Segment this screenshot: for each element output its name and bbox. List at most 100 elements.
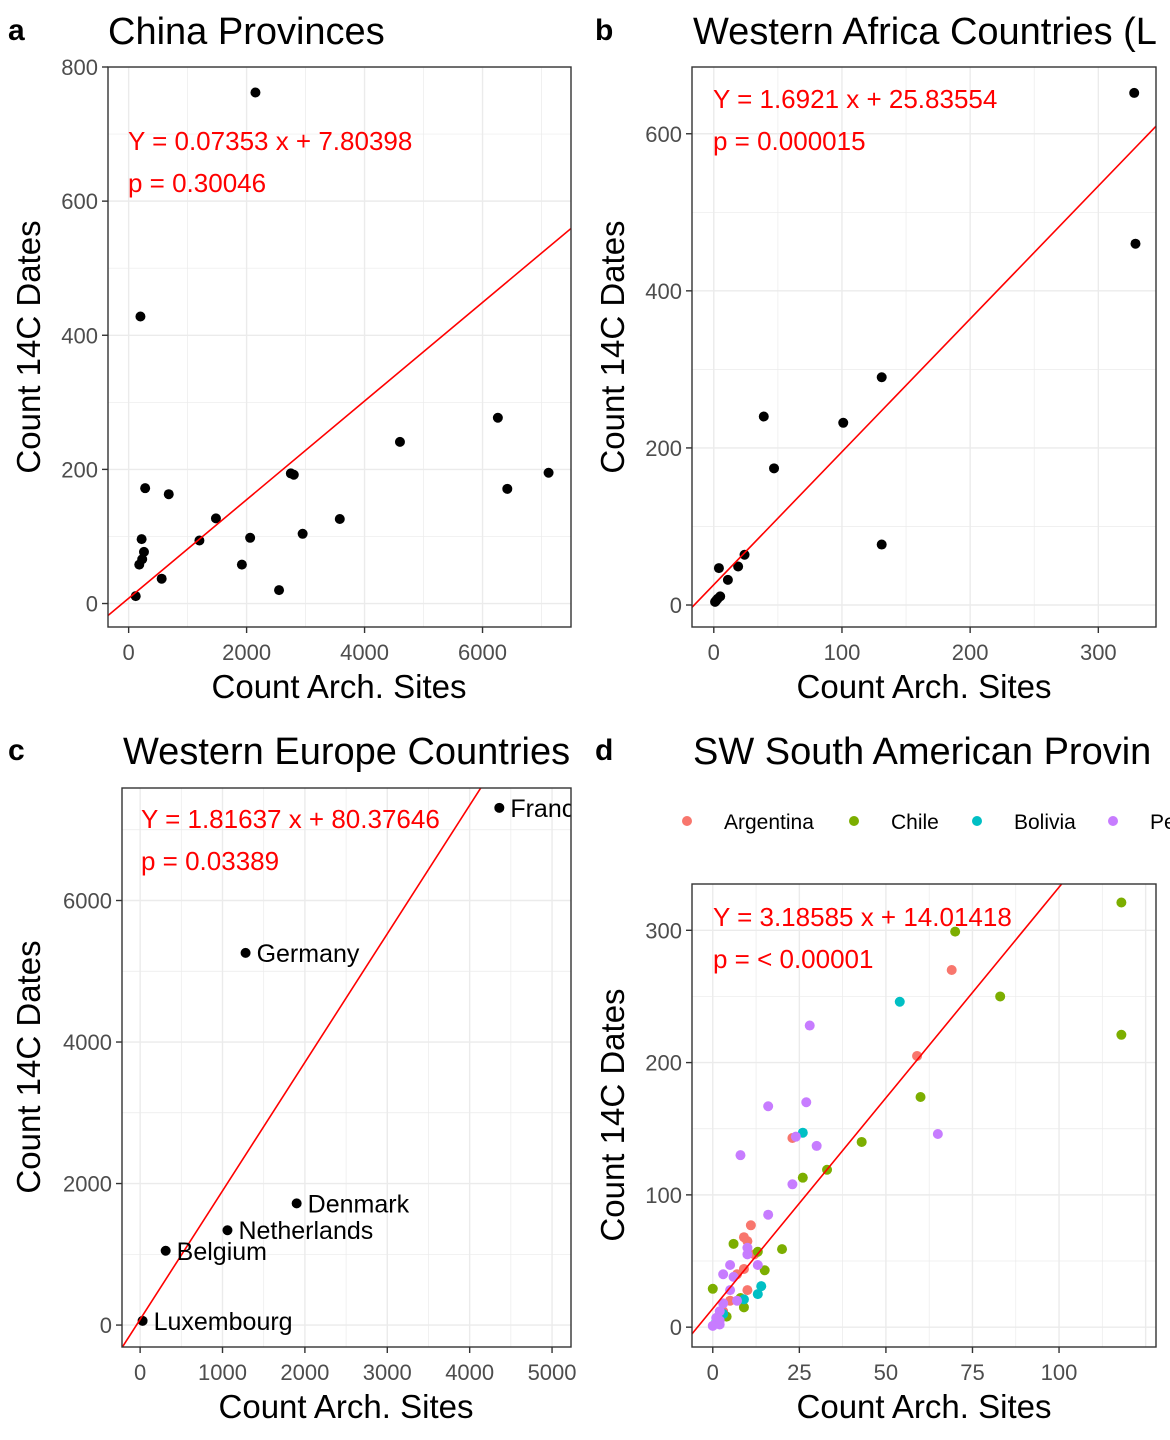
data-point — [710, 596, 721, 607]
data-point — [742, 1285, 753, 1296]
legend-label: Pe — [1150, 811, 1170, 834]
y-axis-label: Count 14C Dates — [10, 940, 47, 1193]
x-tick-label: 100 — [1041, 1360, 1078, 1385]
panel-title: China Provinces — [108, 11, 385, 53]
data-point — [236, 559, 247, 570]
legend-item-chile: Chile — [849, 811, 939, 834]
legend-item-pe: Pe — [1108, 811, 1170, 834]
y-axis-label: Count 14C Dates — [594, 220, 631, 473]
x-tick-label: 0 — [708, 640, 720, 665]
data-point — [912, 1050, 923, 1061]
y-axis-label: Count 14C Dates — [10, 220, 47, 473]
data-point — [946, 964, 957, 975]
data-point — [160, 1245, 171, 1256]
panel-b: Y = 1.6921 x + 25.83554 p = 0.000015 0 100 2… — [594, 11, 1157, 705]
legend-item-argentina: Argentina — [682, 811, 814, 834]
data-point — [777, 1244, 788, 1255]
legend: Argentina Chile Bolivia Pe — [682, 811, 1170, 834]
y-tick-label: 200 — [61, 457, 98, 482]
x-tick-label: 50 — [874, 1360, 898, 1385]
data-point — [756, 1281, 767, 1292]
data-point — [728, 1271, 739, 1282]
data-point — [769, 463, 780, 474]
x-tick-label: 75 — [960, 1360, 984, 1385]
data-point — [915, 1091, 926, 1102]
legend-key — [972, 816, 982, 826]
data-point — [738, 1302, 749, 1313]
legend-label: Chile — [891, 811, 939, 834]
data-point — [811, 1140, 822, 1151]
data-points — [130, 87, 554, 602]
data-point — [1129, 87, 1140, 98]
regression-line — [692, 884, 1063, 1335]
panel-letter: d — [595, 734, 613, 767]
data-point — [1130, 238, 1141, 249]
axis-ticks: 0 2000 4000 6000 0 200 400 600 800 — [61, 55, 507, 665]
data-point — [274, 585, 285, 596]
y-tick-label: 600 — [61, 189, 98, 214]
data-point — [1116, 897, 1127, 908]
x-tick-label: 300 — [1080, 640, 1117, 665]
data-point — [288, 469, 299, 480]
data-point — [745, 1220, 756, 1231]
data-point — [394, 436, 405, 447]
panel-letter: b — [595, 14, 613, 47]
x-tick-label: 1000 — [198, 1360, 247, 1385]
data-point — [790, 1131, 801, 1142]
x-tick-label: 3000 — [363, 1360, 412, 1385]
data-point — [742, 1249, 753, 1260]
x-tick-label: 25 — [787, 1360, 811, 1385]
plot-border — [121, 787, 572, 1348]
data-point — [492, 412, 503, 423]
fit-annotation: Y = 3.18585 x + 14.01418 — [713, 902, 1012, 932]
data-point — [1116, 1029, 1127, 1040]
x-tick-label: 6000 — [458, 640, 507, 665]
data-point — [763, 1209, 774, 1220]
data-point — [250, 87, 261, 98]
legend-label: Argentina — [724, 811, 814, 834]
x-tick-label: 4000 — [445, 1360, 494, 1385]
plot-border — [691, 66, 1157, 628]
fit-annotation: p = < 0.00001 — [713, 944, 873, 974]
regression-line — [692, 125, 1156, 608]
fit-annotation: Y = 1.81637 x + 80.37646 — [141, 804, 440, 834]
data-point — [735, 1150, 746, 1161]
plot-background — [692, 67, 1156, 627]
data-point — [718, 1269, 729, 1280]
gridlines — [108, 67, 571, 627]
legend-key — [849, 816, 859, 826]
y-tick-label: 600 — [645, 122, 682, 147]
data-point — [728, 1238, 739, 1249]
data-point — [759, 1265, 770, 1276]
axis-ticks: 0 25 50 75 100 0 100 200 300 — [645, 918, 1077, 1385]
data-point — [245, 532, 256, 543]
panel-letter: a — [8, 14, 25, 47]
data-point — [543, 467, 554, 478]
data-point — [334, 514, 345, 525]
y-tick-label: 400 — [645, 279, 682, 304]
data-point — [950, 926, 961, 937]
x-tick-label: 0 — [134, 1360, 146, 1385]
data-point — [494, 802, 505, 813]
data-point — [995, 991, 1006, 1002]
plot-background — [122, 788, 571, 1347]
point-label: Netherlands — [238, 1217, 373, 1245]
panel-letter: c — [8, 734, 25, 767]
legend-key — [682, 816, 692, 826]
gridlines — [122, 788, 571, 1347]
x-tick-label: 5000 — [528, 1360, 577, 1385]
data-point — [752, 1246, 763, 1257]
point-label: France — [510, 795, 588, 823]
plot-background — [108, 67, 571, 627]
data-point — [725, 1285, 736, 1296]
data-point — [763, 1101, 774, 1112]
regression-line — [108, 227, 571, 617]
data-point — [718, 1298, 729, 1309]
x-tick-label: 0 — [707, 1360, 719, 1385]
data-point — [291, 1198, 302, 1209]
point-label: Germany — [257, 940, 360, 968]
data-point — [725, 1259, 736, 1270]
data-point — [758, 411, 769, 422]
data-point — [156, 573, 167, 584]
